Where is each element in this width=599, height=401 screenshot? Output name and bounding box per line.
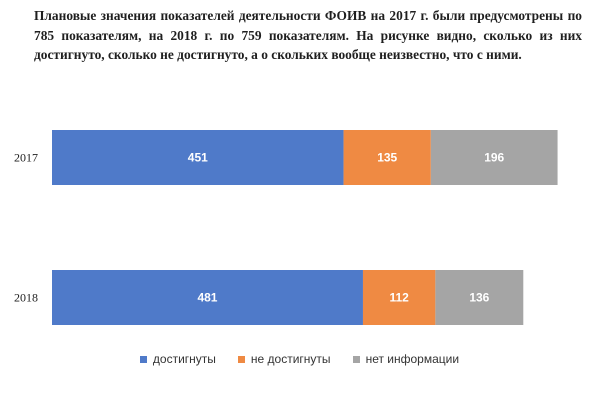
legend-swatch-not-achieved [237, 355, 245, 363]
data-label-achieved-2017: 451 [188, 151, 208, 165]
data-label-not-achieved-2017: 135 [377, 151, 397, 165]
bar-achieved-2017 [52, 130, 344, 185]
category-label-2017: 2017 [14, 151, 38, 165]
legend-label-achieved: достигнуты [152, 352, 216, 366]
legend-swatch-no-info [352, 355, 360, 363]
legend-label-no-info: нет информации [365, 352, 460, 366]
data-label-no-info-2018: 136 [469, 291, 489, 305]
legend-swatch-achieved [139, 355, 147, 363]
data-label-no-info-2017: 196 [484, 151, 504, 165]
intro-paragraph: Плановые значения показателей деятельнос… [34, 8, 582, 62]
bar-not-achieved-2018 [362, 270, 436, 325]
legend-item-not-achieved: не достигнуты [237, 349, 331, 369]
bar-no-info-2017 [430, 130, 558, 185]
bar-achieved-2018 [52, 270, 363, 325]
data-label-achieved-2018: 481 [197, 291, 217, 305]
legend-label-not-achieved: не достигнуты [250, 352, 331, 366]
bar-not-achieved-2017 [343, 130, 431, 185]
legend-item-no-info: нет информации [352, 349, 460, 369]
legend-item-achieved: достигнуты [139, 349, 216, 369]
data-label-not-achieved-2018: 112 [389, 291, 409, 305]
bar-no-info-2018 [435, 270, 524, 325]
chart-legend: достигнуты не достигнуты нет информации [0, 349, 599, 369]
category-label-2018: 2018 [14, 291, 38, 305]
